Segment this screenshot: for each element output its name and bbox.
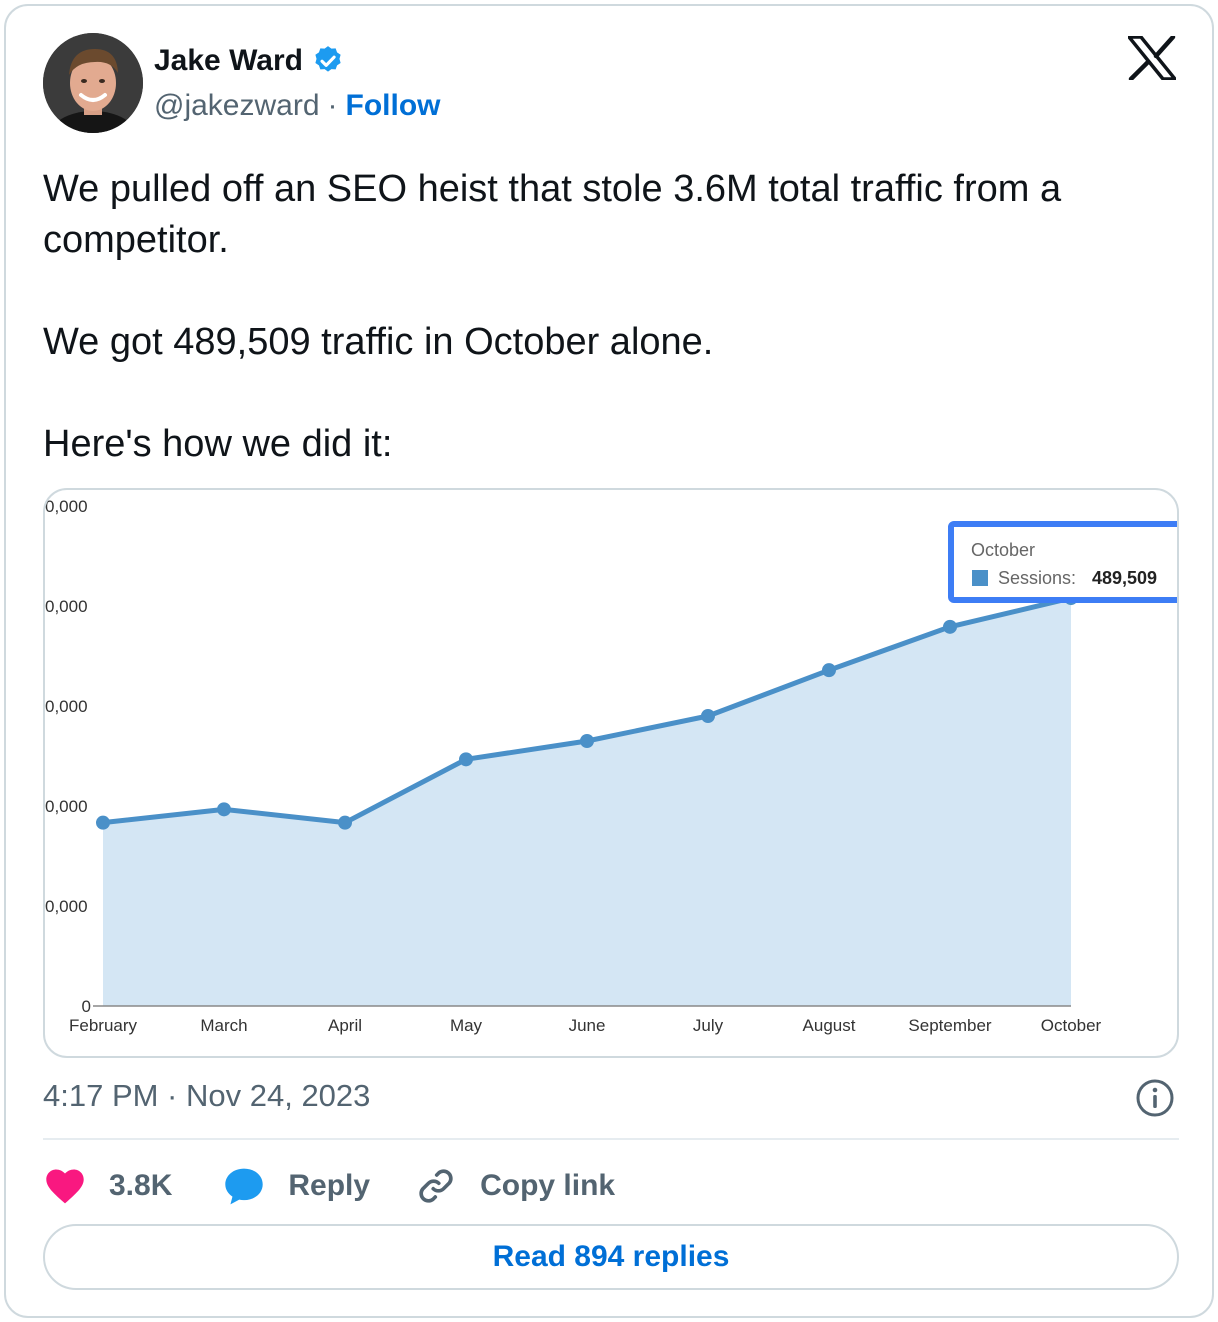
x-logo-icon[interactable] [1128,36,1176,80]
tweet-text: We pulled off an SEO heist that stole 3.… [43,164,1193,470]
tooltip-title: October [971,540,1035,560]
data-point [822,663,836,678]
tweet-timestamp[interactable]: 4:17 PM · Nov 24, 2023 [43,1078,371,1113]
tweet-text-line: Here's how we did it: [43,423,393,465]
author-name[interactable]: Jake Ward [154,44,303,77]
reply-label: Reply [288,1169,371,1202]
link-icon [419,1169,453,1203]
data-point [459,752,473,767]
read-replies-button[interactable]: Read 894 replies [43,1224,1179,1290]
speech-bubble-icon [225,1168,264,1205]
data-point [701,709,715,723]
copy-link-button[interactable]: Copy link [414,1164,615,1208]
x-tick-label: July [693,1016,724,1035]
tweet-text-line: We pulled off an SEO heist that stole 3.… [43,168,1062,261]
y-tick-label: 0,000 [45,797,88,816]
data-point [943,619,957,634]
y-tick-label: 0 [82,997,91,1016]
handle-row: @jakezward · Follow [154,89,441,123]
like-button[interactable]: 3.8K [43,1164,172,1208]
avatar-image [43,33,143,133]
tooltip-series-label: Sessions: [998,568,1076,588]
tweet-text-line: We got 489,509 traffic in October alone. [43,321,714,363]
separator-dot: · [327,89,338,122]
y-tick-label: 0,000 [45,497,88,516]
data-point [217,802,231,817]
x-tick-label: August [803,1016,856,1035]
tweet-card: Jake Ward @jakezward · Follow We pulled … [4,4,1214,1318]
like-count: 3.8K [109,1169,173,1202]
action-bar: 3.8K Reply Copy link [43,1158,615,1214]
y-tick-label: 0,000 [45,697,88,716]
data-point [580,734,594,748]
follow-button[interactable]: Follow [345,89,441,122]
x-tick-label: February [69,1016,138,1035]
copy-link-label: Copy link [480,1169,616,1202]
sessions-chart: 0 0,000 0,000 0,000 0,000 0,000 February March A… [45,497,1177,1035]
heart-icon [46,1169,84,1204]
author-handle[interactable]: @jakezward [154,89,320,122]
x-tick-label: April [328,1016,362,1035]
y-tick-label: 0,000 [45,897,88,916]
avatar[interactable] [43,33,143,133]
x-tick-label: October [1041,1016,1102,1035]
data-point [338,815,352,830]
reply-button[interactable]: Reply [222,1164,370,1208]
x-tick-label: June [569,1016,606,1035]
data-point [96,815,110,830]
x-tick-label: September [908,1016,991,1035]
tweet-media-chart[interactable]: 0 0,000 0,000 0,000 0,000 0,000 February March A… [43,488,1179,1058]
y-tick-label: 0,000 [45,597,88,616]
divider [43,1138,1179,1140]
chart-tooltip [948,521,1177,603]
sessions-area [103,598,1071,1006]
tooltip-value: 489,509 [1092,568,1157,588]
x-tick-label: March [200,1016,247,1035]
author-name-row: Jake Ward [154,44,345,78]
x-tick-label: May [450,1016,483,1035]
verified-badge-icon [315,46,341,72]
info-icon[interactable] [1134,1077,1176,1119]
tooltip-swatch [972,570,988,586]
